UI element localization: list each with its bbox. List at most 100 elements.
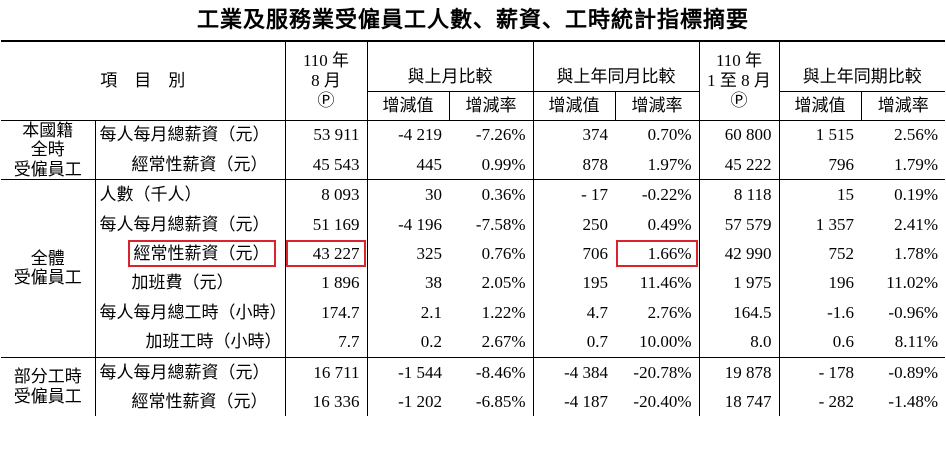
cell-value: 0.19%	[861, 179, 945, 210]
cell-value: -0.22%	[615, 179, 699, 210]
cell-value: 1.78%	[894, 243, 938, 263]
cell-value: 0.6	[778, 327, 861, 358]
item-label: 經常性薪資（元）	[95, 150, 285, 180]
cell-value: 1.66%	[615, 239, 699, 268]
cell-value: 0.7	[532, 327, 615, 358]
item-text: 每人每月總薪資（元）	[99, 362, 270, 382]
cell-value: -20.78%	[615, 356, 699, 388]
cell-value: 16 336	[284, 387, 367, 417]
header-cumulative: 110 年 1 至 8 月 Ⓟ	[698, 40, 779, 121]
cell-value: 16 711	[284, 356, 367, 388]
cell-value: 51 169	[284, 209, 367, 240]
cell-value: 11.46%	[639, 273, 692, 293]
cell-value: -1 202	[366, 387, 449, 417]
table-row: 每人每月總工時（小時） 174.7 2.1 1.22% 4.7 2.76% 164.5 -1.…	[1, 297, 945, 328]
header-sub: 增減率	[614, 90, 699, 121]
cell-value: 8 093	[284, 179, 367, 210]
cell-value: -6.85%	[475, 391, 526, 411]
group-label: 本國籍 全時 受僱員工	[1, 119, 96, 180]
header-group: 與上年同月比較	[532, 40, 699, 91]
cell-value: 2.56%	[861, 119, 945, 150]
cell-value: 45 543	[284, 149, 367, 180]
cell-value: 60 800	[698, 119, 779, 150]
cell-value: -4 196	[366, 209, 449, 240]
cell-value: -0.96%	[888, 302, 938, 322]
cell-value: - 17	[532, 179, 615, 210]
cell-value: 30	[366, 179, 449, 210]
cell-value: 706	[532, 239, 615, 269]
cell-value: 2.67%	[481, 332, 526, 352]
cell-value: -8.46%	[449, 356, 533, 388]
cell-value: 42 990	[698, 239, 779, 269]
cell-value: 1.22%	[481, 302, 526, 322]
header-sub: 增減值	[532, 90, 615, 121]
cell-value: 325	[366, 239, 449, 269]
cell-value: 57 579	[698, 209, 779, 240]
item-label: 每人每月總薪資（元）	[95, 119, 285, 150]
cell-value: 1 896	[284, 268, 367, 298]
table-row: 本國籍 全時 受僱員工 每人每月總薪資（元） 53 911 -4 219 -7.26% 3…	[1, 119, 945, 180]
cell-value: -4 384	[532, 356, 615, 388]
cell-value: -0.89%	[861, 356, 945, 388]
table-row: 加班工時（小時） 7.7 0.2 2.67% 0.7 10.00% 8.0 0.6 8.11%	[1, 327, 945, 358]
item-label: 每人每月總薪資（元）	[95, 210, 285, 239]
cell-value: 174.7	[284, 297, 367, 328]
header-sub: 增減率	[860, 90, 945, 121]
item-text: 人數（千人）	[99, 185, 202, 205]
table-row: 經常性薪資（元） 45 543 445 0.99% 878 1.97% 45 222 796 1…	[1, 149, 945, 180]
header-current: 110 年 8 月 Ⓟ	[284, 40, 367, 121]
item-label: 加班工時（小時）	[95, 327, 285, 357]
cell-value: 19 878	[698, 356, 779, 388]
cell-value: 0.49%	[647, 214, 692, 234]
cell-value: 7.7	[284, 327, 367, 358]
cell-value: 796	[778, 149, 861, 180]
cell-value: -4 187	[532, 387, 615, 417]
cell-value: 4.7	[532, 297, 615, 328]
cell-value: 1 975	[698, 268, 779, 298]
item-text: 加班工時（小時）	[145, 332, 282, 352]
cell-value: 2.41%	[894, 214, 938, 234]
table-row: 經常性薪資（元） 16 336 -1 202 -6.85% -4 187 -20.40% 1…	[1, 387, 945, 417]
header-sub: 增減值	[778, 90, 861, 121]
cell-value: 196	[778, 268, 861, 298]
header-group: 與上年同期比較	[778, 40, 945, 91]
cell-value: 374	[532, 119, 615, 150]
summary-table: 項 目 別 110 年 8 月 Ⓟ 與上月比較 與上年同月比較 110 年 1 …	[1, 40, 945, 417]
cell-value: 0.76%	[481, 243, 526, 263]
cell-value: 195	[532, 268, 615, 298]
cell-value: 8.11%	[894, 332, 938, 352]
cell-value: 878	[532, 149, 615, 180]
cell-value: 1 515	[778, 119, 861, 150]
cell-value: 0.99%	[481, 154, 526, 174]
table-row: 加班費（元） 1 896 38 2.05% 195 11.46% 1 975 196 11.02…	[1, 268, 945, 298]
cell-value: 2.05%	[481, 273, 526, 293]
cell-value: -1.6	[778, 297, 861, 328]
cell-value: -7.26%	[449, 119, 533, 150]
item-text: 經常性薪資（元）	[131, 154, 268, 174]
cell-value: 8.0	[698, 327, 779, 358]
table-row: 每人每月總薪資（元） 51 169 -4 196 -7.58% 250 0.49% 57 5…	[1, 209, 945, 240]
cell-value: - 282	[778, 387, 861, 417]
cell-value: 1.97%	[647, 154, 692, 174]
item-label: 人數（千人）	[95, 179, 285, 210]
item-label: 每人每月總工時（小時）	[95, 298, 287, 327]
header: 項 目 別 110 年 8 月 Ⓟ 與上月比較 與上年同月比較 110 年 1 …	[1, 40, 945, 121]
cell-value: -4 219	[366, 119, 449, 150]
cell-value: 0.36%	[449, 179, 533, 210]
cell-value: -20.40%	[633, 391, 692, 411]
cell-value: -1.48%	[888, 391, 938, 411]
item-text: 經常性薪資（元）	[131, 391, 268, 411]
item-label: 加班費（元）	[95, 268, 285, 297]
cell-value: 0.2	[366, 327, 449, 358]
cell-value: -7.58%	[475, 214, 526, 234]
item-text: 每人每月總工時（小時）	[99, 302, 287, 322]
item-text: 加班費（元）	[131, 273, 234, 293]
cell-value: 2.76%	[647, 302, 692, 322]
cell-value: 164.5	[698, 297, 779, 328]
cell-value: 1.79%	[894, 154, 938, 174]
cell-value: 10.00%	[639, 332, 692, 352]
header-sub: 增減率	[448, 90, 533, 121]
cell-value: 38	[366, 268, 449, 298]
item-label: 每人每月總薪資（元）	[95, 356, 285, 388]
